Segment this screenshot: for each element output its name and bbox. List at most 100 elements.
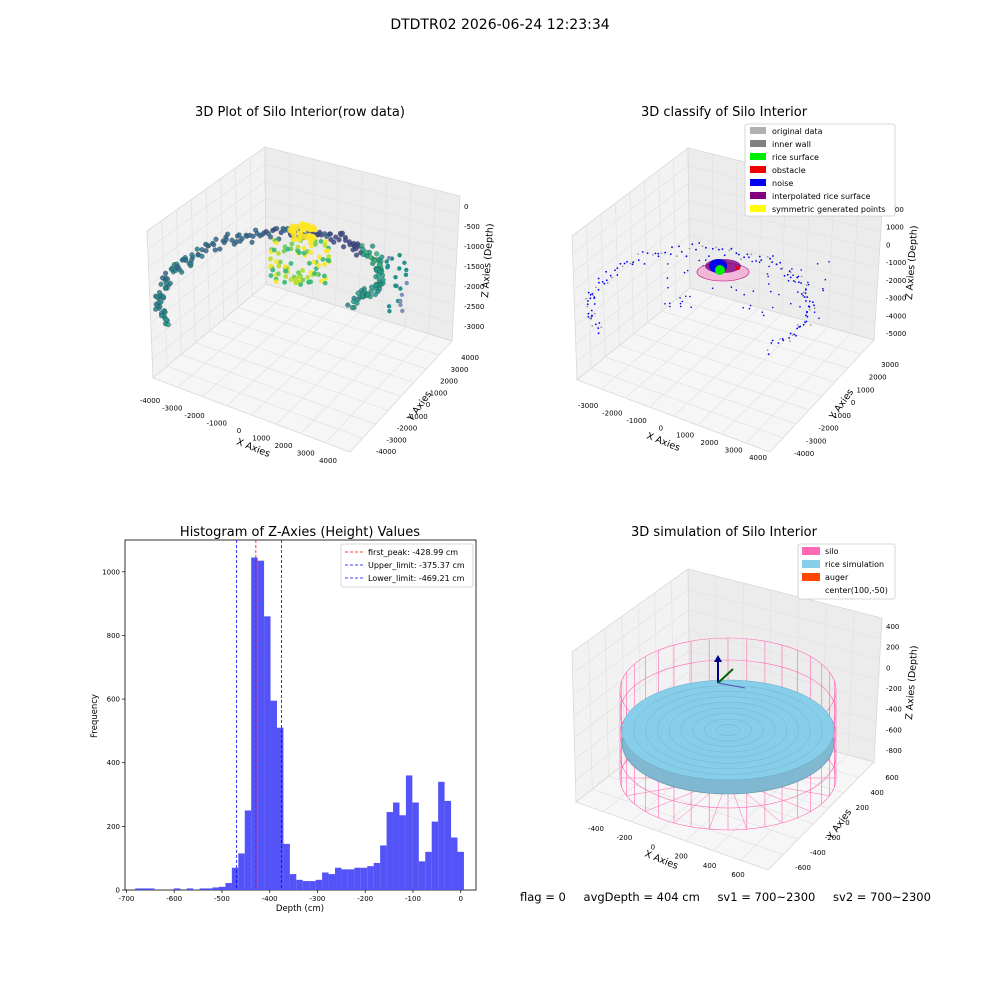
grid-line [275,319,383,425]
data-point [793,333,796,336]
data-point [667,263,669,265]
panel2-ytick: -3000 [806,437,826,445]
data-point [370,243,376,249]
grid-line [689,650,878,701]
histogram-bar [186,888,194,890]
sv1-text: sv1 = 700~2300 [717,890,816,904]
data-point [743,293,745,296]
data-point [806,311,808,314]
data-point [600,326,603,328]
data-point [595,286,597,289]
data-point [393,275,398,280]
panel2-ytick: 3000 [881,361,899,369]
data-point [804,321,806,324]
data-point [268,256,273,262]
data-point [750,253,753,256]
data-point [271,247,277,253]
data-point [385,263,391,269]
grid-line [689,235,878,287]
histogram-bar [412,802,419,890]
legend-label: obstacle [772,166,806,175]
data-point [772,255,774,257]
grid-line [688,629,879,681]
data-point [681,300,684,303]
grid-line [237,307,427,370]
y-tick-label: 200 [107,823,120,831]
grid-line [588,640,593,790]
grid-line [673,158,677,300]
legend-swatch [750,205,766,212]
data-point [331,239,337,245]
panel2-axes-box [571,147,884,453]
panel4-zlabel: Z Axies (Depth) [904,645,920,720]
data-point [711,287,714,290]
panel4-plot: -400-2000200400600-600-400-2000200400600… [571,543,920,879]
data-point [318,239,324,244]
grid-line [847,610,855,755]
data-point [591,324,594,327]
data-point [802,295,804,297]
data-point [676,255,678,257]
data-point [380,277,386,283]
panel1-plot: -4000-3000-2000-100001000200030004000-40… [140,146,496,465]
histogram-bar [393,802,400,890]
data-point [813,307,816,310]
data-point [735,289,738,292]
legend-swatch [802,547,820,555]
data-point [291,235,298,243]
data-point [813,311,816,314]
data-point [798,281,800,283]
data-point [308,249,314,255]
panel1-xtick: -2000 [184,412,204,420]
panel4-ytick: 200 [856,804,869,812]
panel2-ytick: 0 [851,399,855,407]
data-point [308,270,314,275]
data-point [789,332,792,335]
histogram-bar [386,812,394,890]
panel4-ztick: -400 [886,706,902,714]
data-point [708,255,710,257]
x-tick-label: -300 [310,895,326,903]
histogram-bar [341,869,348,890]
data-point [824,278,827,281]
histogram-bar [276,727,284,890]
legend-label: first_peak: -428.99 cm [368,548,458,557]
panel4-ztick: 400 [886,623,899,631]
histogram-bar [328,874,336,890]
data-point [796,276,798,279]
data-point [758,255,761,258]
grid-line [608,775,799,840]
panel2-scatter-points [585,242,830,356]
data-point [349,304,355,311]
histogram-bar [451,837,458,890]
data-point [691,243,694,246]
panel1-ztick: -3000 [464,323,484,331]
data-point [790,302,792,305]
data-point [666,277,669,279]
grid-line [381,177,388,320]
legend-label: center(100,-50) [825,586,888,595]
data-point [766,273,769,275]
data-point [312,271,317,276]
data-point [351,298,357,305]
panel2-xtick: 3000 [725,447,743,455]
legend-label: noise [772,179,793,188]
data-point [748,256,750,259]
histogram-bar [302,881,310,890]
floor-pane [576,287,875,453]
data-point [779,338,781,340]
data-point [792,274,794,277]
panel2-zlabel: Z Axies (Depth) [904,225,920,300]
data-point [669,253,672,256]
data-point [698,259,700,262]
data-point [189,257,195,263]
data-point [158,299,164,305]
data-point [341,244,347,250]
data-point [671,246,673,249]
grid-line [576,270,690,363]
floor-pane [152,283,453,453]
data-point [598,281,600,284]
histogram-bar [251,557,258,890]
grid-line [574,650,690,738]
panel3-ticks: -700 -600 -500 -400 -300 -200 -100 0 0 200 400 600 8… [102,568,463,903]
